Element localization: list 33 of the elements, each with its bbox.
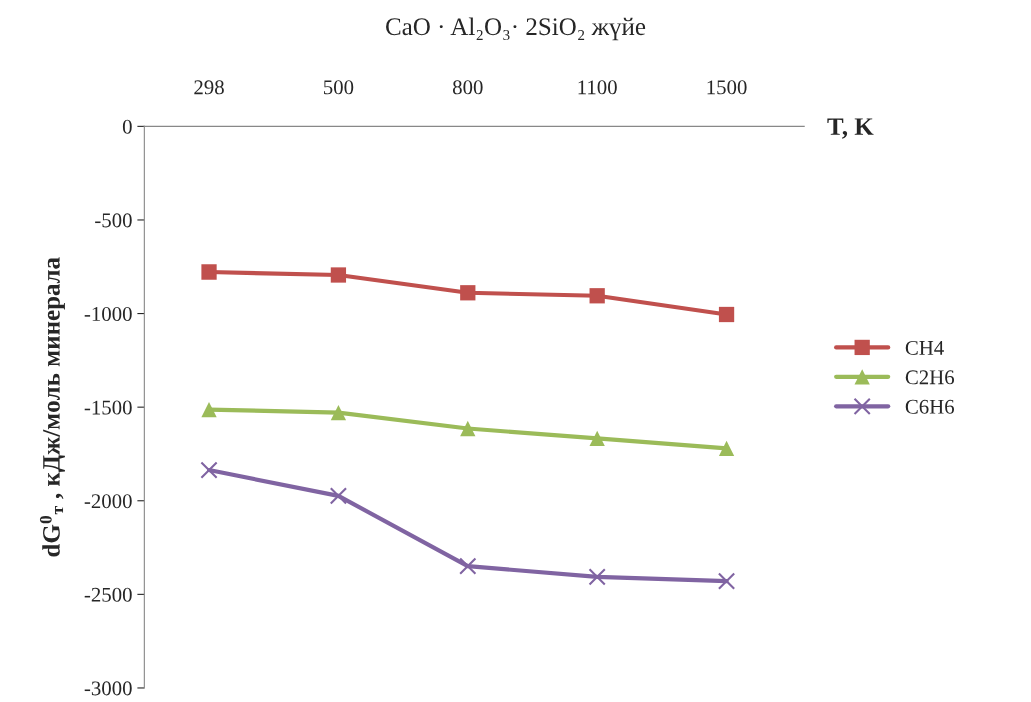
point (201, 264, 217, 280)
x-tick-label: 800 (452, 80, 483, 95)
point (459, 557, 477, 575)
legend-label: CH4 (905, 340, 944, 355)
x-axis-title: T, K (827, 118, 874, 139)
point (330, 267, 347, 283)
point (589, 288, 605, 304)
point (460, 420, 476, 437)
point (589, 430, 605, 447)
x-tick-label: 1100 (578, 80, 617, 95)
y-tick-label: -3000 (84, 681, 132, 696)
y-axis-title: dG$^{0}$$_{т}$ , кДж/моль минерала (39, 257, 65, 557)
point (718, 440, 735, 456)
y-tick-label: -1500 (84, 400, 132, 415)
point (200, 461, 218, 479)
y-tick-label: -2000 (84, 494, 132, 509)
point (717, 572, 736, 590)
point (460, 285, 476, 301)
x-tick-label: 1500 (707, 80, 747, 95)
y-tick-label: -1000 (84, 306, 132, 321)
chart-title: CaO · Al₂O₃· 2SiO₂ жүйе (386, 17, 646, 41)
legend-label: C6H6 (905, 399, 955, 414)
y-tick-label: 0 (122, 119, 132, 134)
legend-label: C2H6 (905, 370, 955, 385)
y-tick-label: -2500 (84, 587, 132, 602)
point (330, 404, 347, 421)
point (718, 306, 735, 323)
point (329, 487, 348, 505)
x-tick-label: 500 (324, 80, 354, 95)
point (201, 401, 217, 418)
y-tick-label: -500 (95, 213, 132, 228)
point (588, 568, 606, 586)
x-tick-label: 298 (194, 80, 224, 95)
